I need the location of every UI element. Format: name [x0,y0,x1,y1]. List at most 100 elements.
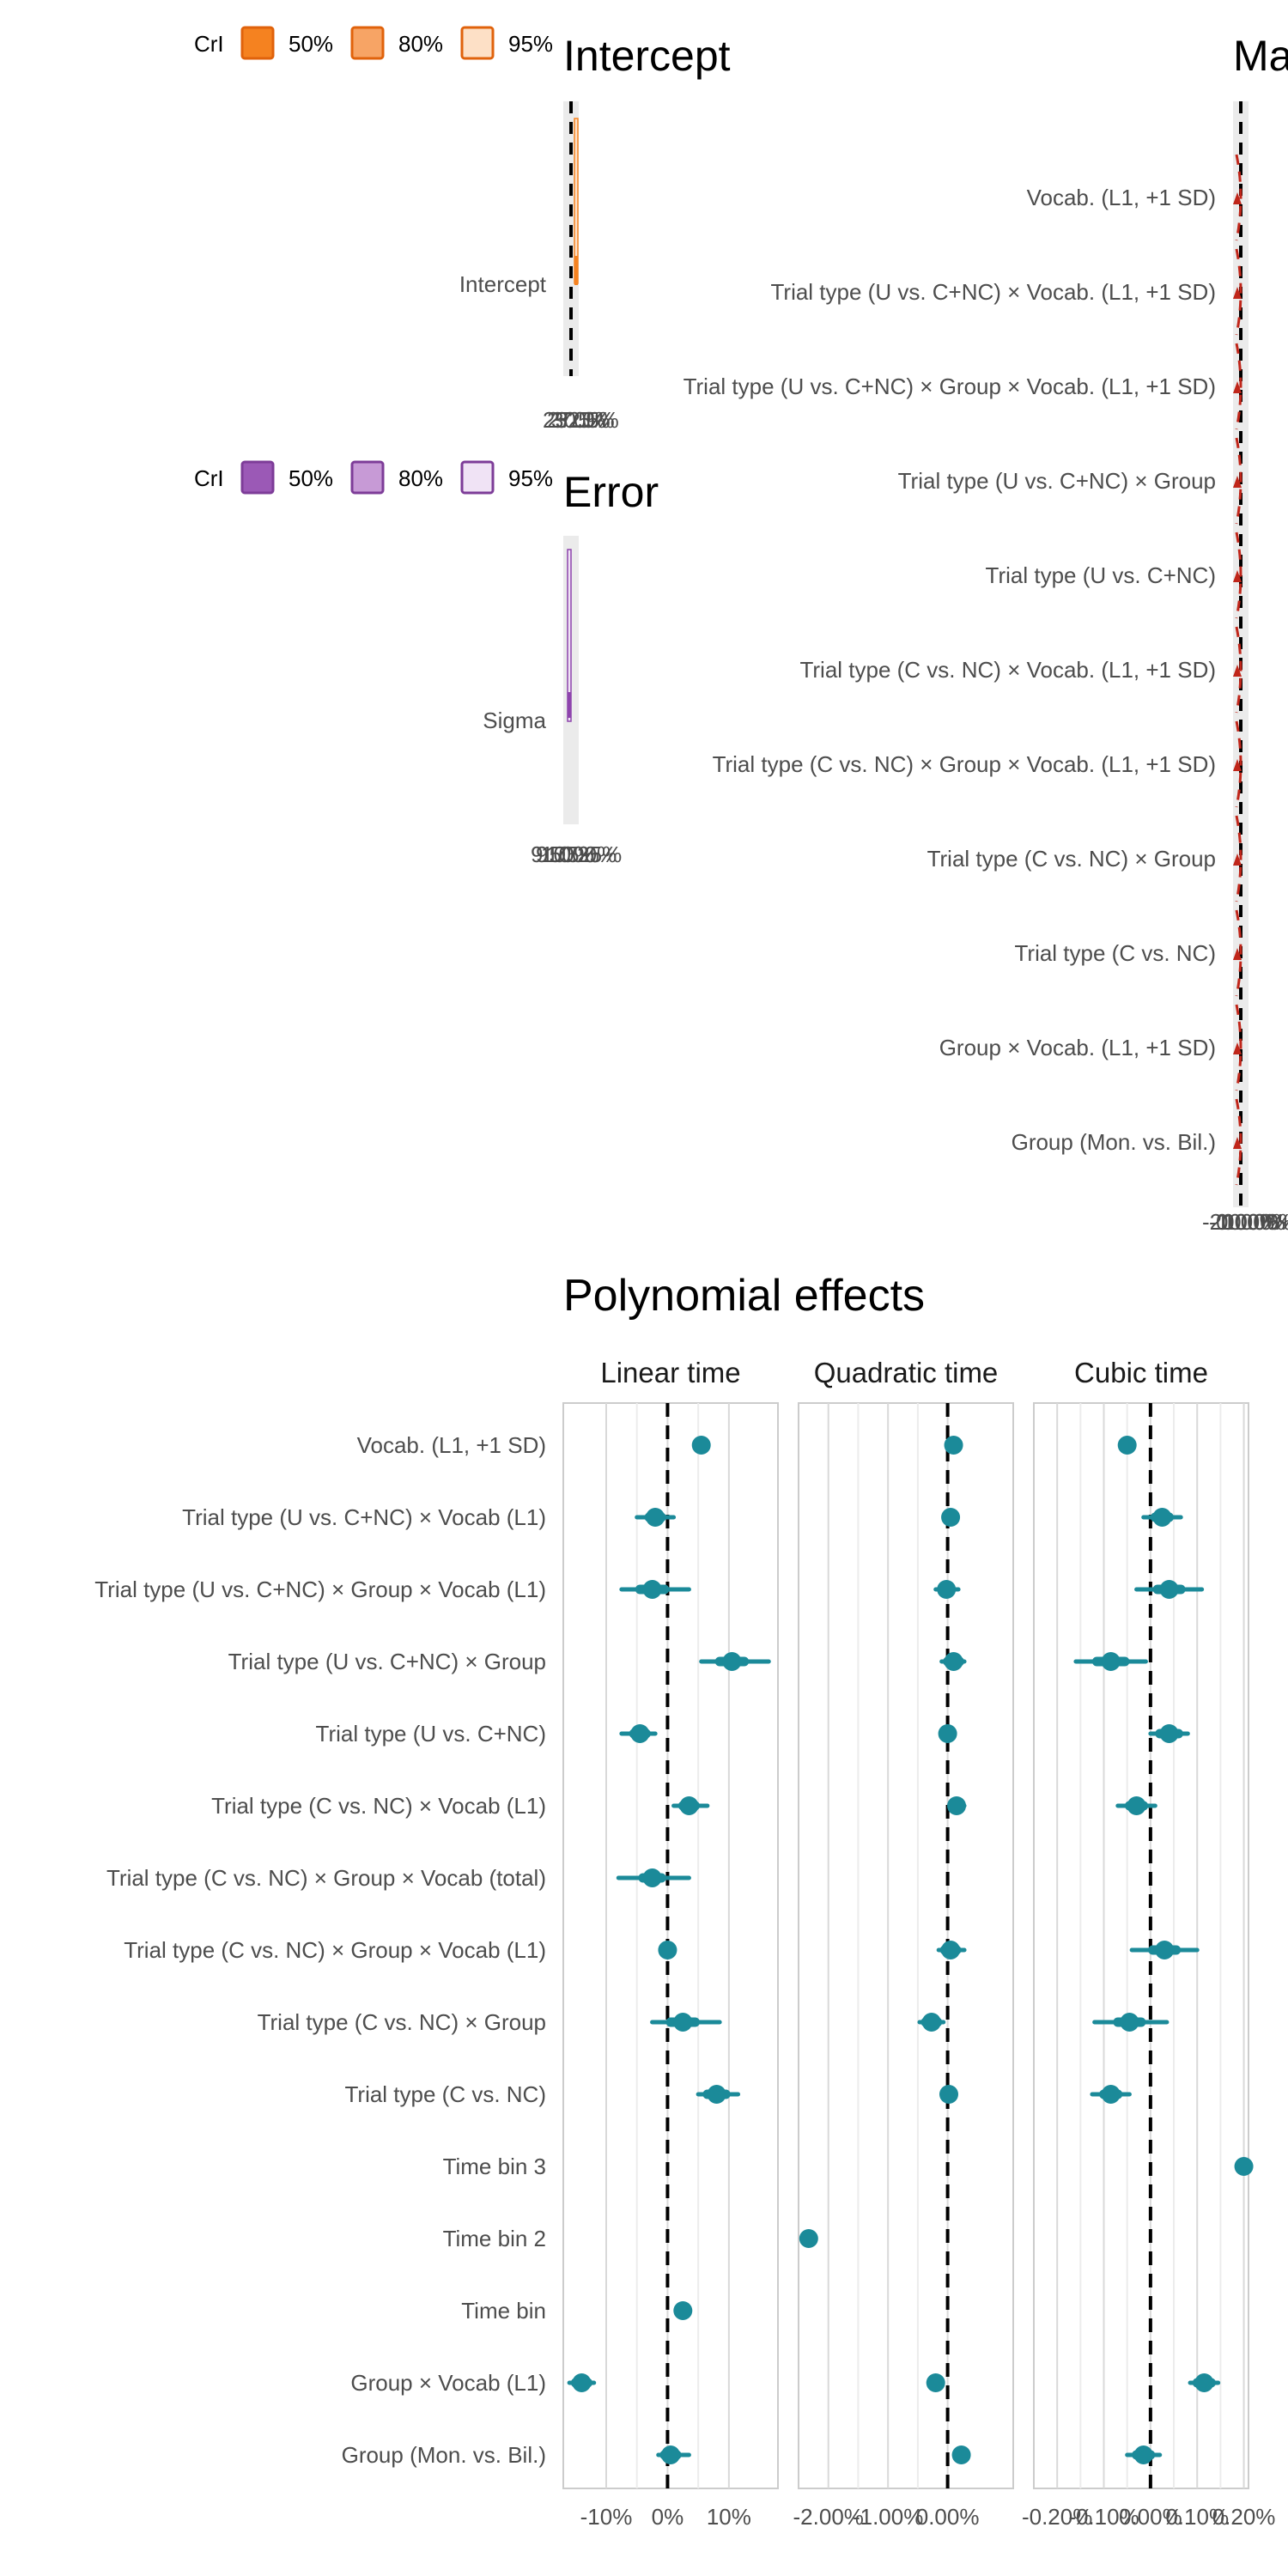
estimate-point [947,1796,967,1815]
polynomial-category-labels: Vocab. (L1, +1 SD) Trial type (U vs. C+NC… [94,1432,546,2468]
estimate-point [1101,2085,1121,2104]
main-title: Ma [1233,32,1288,80]
intercept-legend: CrI 50% 80% 95% [194,26,553,60]
main-estimate-marker [1233,570,1242,582]
estimate-point [679,1796,699,1815]
estimate-point [1155,1941,1175,1959]
estimate-point [939,2085,958,2104]
main-tick-label: -10.00% [1209,1209,1288,1235]
panel-frame-linear [562,1402,779,2489]
error-ci50-bar [568,692,571,718]
estimate-point [673,2013,693,2032]
intercept-tick-label: 25.0% [543,407,606,433]
estimate-point [722,1652,742,1671]
main-category-label: Trial type (C vs. NC) × Group [927,846,1216,872]
main-estimate-marker [1233,287,1242,299]
panel-content-quadratic: -2.00%-1.00%0.00% [793,1403,980,2530]
main-plot: Vocab. (L1, +1 SD) Trial type (U vs. C+NC… [683,101,1288,1235]
main-tick-label: 0.00% [1216,1209,1279,1235]
intercept-plot: Intercept 25.0% 27.5% 30.0% 32.5% [459,101,619,433]
polynomial-category-label: Time bin [461,2298,546,2324]
intercept-ci50-bar [574,256,578,285]
x-tick-label: -2.00% [793,2504,864,2530]
error-tick-label: 9.50% [531,841,594,867]
strip-label-linear: Linear time [600,1357,740,1388]
x-tick-label: -10% [580,2504,633,2530]
main-category-label: Trial type (C vs. NC) × Group × Vocab. (… [713,751,1216,777]
estimate-point [630,1724,650,1743]
polynomial-category-label: Trial type (C vs. NC) × Group × Vocab (t… [106,1865,546,1891]
main-category-label: Trial type (C vs. NC) × Vocab. (L1, +1 S… [799,657,1216,683]
intercept-legend-50-swatch [240,26,275,60]
main-estimate-marker [1233,665,1242,677]
estimate-point [691,1436,711,1455]
error-legend-95-label: 95% [508,465,553,491]
polynomial-title: Polynomial effects [563,1271,925,1321]
polynomial-panel-linear: Linear time -10% 0% 10% [562,1357,779,2530]
error-x-ticks: 9.50% 9.75% 10.00% 10.25% [531,841,622,867]
error-legend-95-swatch [460,460,495,495]
polynomial-category-label: Group (Mon. vs. Bil.) [342,2442,546,2468]
error-legend-50-label: 50% [289,465,333,491]
error-title: Error [563,468,659,516]
main-estimate-marker [1233,381,1242,393]
intercept-legend-80-swatch [350,26,385,60]
intercept-title: Intercept [563,32,731,80]
polynomial-category-label: Group × Vocab (L1) [350,2370,546,2396]
estimate-point [941,1508,961,1527]
main-category-label: Trial type (U vs. C+NC) × Vocab. (L1, +1… [771,279,1217,305]
estimate-point [1234,2157,1254,2176]
main-density-ridge [1235,720,1242,808]
main-density-ridge [1235,815,1242,902]
error-ci95-bar [567,549,572,722]
estimate-point [1120,2013,1139,2032]
estimate-point [646,1508,665,1527]
x-tick-label: 0.00% [916,2504,980,2530]
error-legend-80-label: 80% [398,465,443,491]
estimate-point [926,2373,945,2392]
estimate-point [1101,1652,1121,1671]
error-category-label: Sigma [483,708,546,733]
polynomial-category-label: Trial type (U vs. C+NC) [316,1721,546,1747]
error-tick-label: 10.25% [546,841,622,867]
main-category-label: Trial type (U vs. C+NC) × Group [898,468,1216,494]
main-category-label: Trial type (U vs. C+NC) × Group × Vocab.… [683,374,1216,399]
main-density-ridge [1235,532,1242,619]
estimate-point [658,1941,677,1959]
polynomial-category-label: Time bin 2 [443,2226,546,2251]
polynomial-category-label: Trial type (C vs. NC) × Vocab (L1) [211,1793,546,1819]
main-density-ridge [1235,343,1242,430]
main-tick-label: 10.00% [1223,1209,1288,1235]
polynomial-category-label: Trial type (C vs. NC) × Group × Vocab (L… [124,1937,546,1963]
intercept-legend-80-label: 80% [398,31,443,57]
polynomial-panel-quadratic: Quadratic time -2.00%-1.00%0.00% [793,1357,1014,2530]
polynomial-category-label: Trial type (U vs. C+NC) × Group × Vocab … [94,1577,546,1602]
main-estimate-marker [1233,759,1242,771]
main-density-ridge [1235,1098,1242,1186]
estimate-point [642,1580,662,1599]
estimate-point [921,2013,941,2032]
polynomial-category-label: Trial type (C vs. NC) [345,2081,547,2107]
estimate-point [572,2373,592,2392]
estimate-point [799,2229,818,2248]
main-estimate-marker [1233,1137,1242,1149]
main-estimate-marker [1233,192,1242,204]
intercept-category-label: Intercept [459,271,547,297]
main-category-label: Trial type (C vs. NC) [1015,940,1217,966]
estimate-point [944,1652,963,1671]
estimate-point [938,1724,957,1743]
error-tick-label: 9.75% [536,841,599,867]
main-density-ridge [1235,626,1242,714]
x-tick-label: -0.10% [1068,2504,1139,2530]
error-plot: Sigma 9.50% 9.75% 10.00% 10.25% [483,536,622,867]
main-category-label: Group (Mon. vs. Bil.) [1012,1129,1216,1155]
polynomial-category-label: Trial type (C vs. NC) × Group [258,2009,546,2035]
main-density-ridge [1235,154,1242,241]
main-category-label: Trial type (U vs. C+NC) [986,562,1216,588]
error-legend: CrI 50% 80% 95% [194,460,553,495]
panel-content-cubic: -0.20%-0.10%0.00%0.10%0.20% [1022,1403,1275,2530]
main-panel [1233,101,1249,1207]
main-estimate-marker [1233,1042,1242,1054]
intercept-tick-label: 30.0% [551,407,615,433]
